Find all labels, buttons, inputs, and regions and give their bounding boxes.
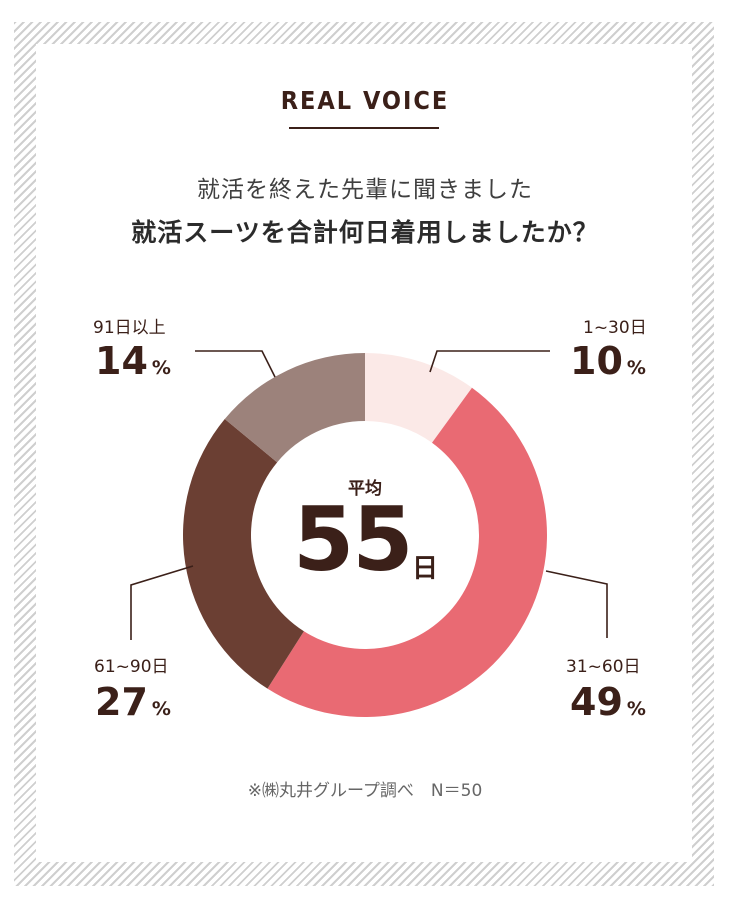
donut-slice-2 <box>267 387 547 717</box>
label-percent-91-plus: 14% <box>95 339 171 383</box>
subtitle: 就活を終えた先輩に聞きました <box>197 177 533 203</box>
chart-title: 就活スーツを合計何日着用しましたか？ <box>131 218 599 247</box>
label-category-1-30: 1~30日 <box>583 318 647 338</box>
center-value: 55 <box>293 488 413 591</box>
donut-slice-1 <box>365 353 472 443</box>
label-percent-61-90: 27% <box>95 680 171 724</box>
label-percent-31-60: 49% <box>570 680 646 724</box>
content-panel <box>36 44 692 862</box>
donut-slice-4 <box>224 353 365 463</box>
label-category-31-60: 31~60日 <box>566 657 641 677</box>
center-label: 平均 <box>348 479 382 499</box>
donut-slice-3 <box>183 418 304 689</box>
leader-line-1-30 <box>429 350 550 373</box>
leader-line-31-60 <box>545 570 608 638</box>
label-category-91-plus: 91日以上 <box>93 318 166 338</box>
tag-underline <box>289 127 439 129</box>
label-percent-1-30: 10% <box>570 339 646 383</box>
label-category-61-90: 61~90日 <box>94 657 169 677</box>
leader-line-91-plus <box>195 350 276 378</box>
source-note: ※㈱丸井グループ調べ N＝50 <box>247 781 483 801</box>
leader-line-61-90 <box>130 565 194 640</box>
section-tag: REAL VOICE <box>280 86 450 115</box>
center-unit: 日 <box>412 554 439 584</box>
